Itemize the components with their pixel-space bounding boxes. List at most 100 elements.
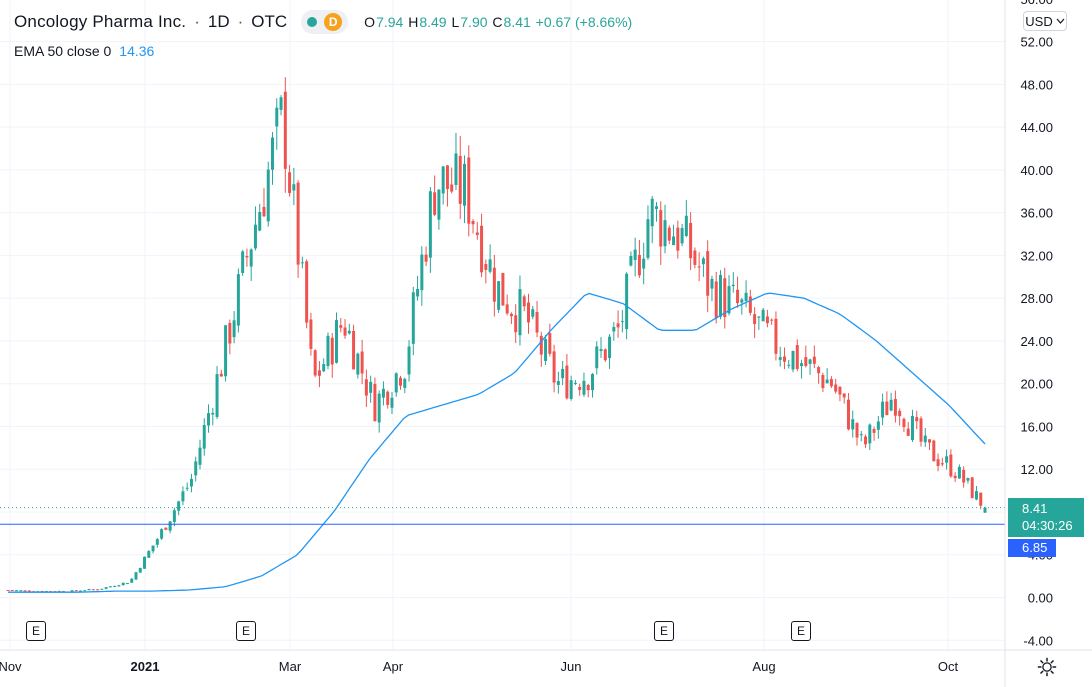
candle-body xyxy=(215,374,219,417)
candle-body xyxy=(113,586,117,588)
candle-body xyxy=(488,259,492,272)
candle-body xyxy=(108,586,112,588)
candle-body xyxy=(475,232,479,235)
candle-body xyxy=(761,309,765,322)
candle-body xyxy=(70,590,74,592)
x-axis[interactable]: Nov 2021 Mar Apr Jun Aug Oct xyxy=(0,659,958,674)
last-price-value: 8.41 xyxy=(1022,501,1048,516)
y-tick-label: 44.00 xyxy=(1020,120,1053,135)
y-tick-label: 48.00 xyxy=(1020,77,1053,92)
close-key: C xyxy=(492,14,503,30)
candle-body xyxy=(817,367,821,374)
settings-icon[interactable] xyxy=(1036,656,1058,678)
x-tick-label: 2021 xyxy=(131,659,160,674)
candle-body xyxy=(57,590,61,592)
interval-label[interactable]: 1D xyxy=(207,12,230,31)
candle-body xyxy=(706,251,710,296)
candle-body xyxy=(625,273,629,330)
candle-body xyxy=(953,475,957,479)
candle-body xyxy=(906,428,910,436)
candle-body xyxy=(966,478,970,481)
low-value: 7.90 xyxy=(460,14,488,30)
symbol-title[interactable]: Oncology Pharma Inc. xyxy=(14,12,187,31)
candle-body xyxy=(590,373,594,391)
indicator-legend[interactable]: EMA 50 close 0 14.36 xyxy=(14,43,154,59)
candle-body xyxy=(949,454,953,477)
candle-body xyxy=(629,256,633,266)
candle-body xyxy=(369,381,373,393)
candle-body xyxy=(902,418,906,428)
market-status-pill[interactable]: D xyxy=(301,10,349,34)
candle-body xyxy=(497,281,501,310)
high-value: 8.49 xyxy=(419,14,447,30)
candle-body xyxy=(723,278,727,318)
candle-body xyxy=(236,274,240,326)
candle-body xyxy=(637,254,641,276)
candle-body xyxy=(300,262,304,264)
candle-body xyxy=(718,274,722,317)
candle-body xyxy=(731,284,735,287)
candle-body xyxy=(548,333,552,354)
candle-body xyxy=(714,281,718,318)
y-tick-label: 36.00 xyxy=(1020,206,1053,221)
candle-body xyxy=(561,368,565,379)
candle-body xyxy=(399,377,403,386)
candle-body xyxy=(147,551,151,558)
open-value: 7.94 xyxy=(376,14,404,30)
dot-icon xyxy=(307,17,318,27)
candle-body xyxy=(292,184,296,191)
separator-dot: · xyxy=(237,12,244,31)
candle-body xyxy=(317,370,321,376)
candle-body xyxy=(936,459,940,467)
candle-body xyxy=(258,211,262,231)
candle-body xyxy=(177,501,181,511)
earnings-marker[interactable]: E xyxy=(26,621,46,641)
y-axis[interactable]: -4.000.004.008.0012.0016.0020.0024.0028.… xyxy=(1020,0,1053,648)
candle-body xyxy=(689,222,693,259)
currency-button[interactable]: USD xyxy=(1023,11,1067,31)
x-tick-label: Jun xyxy=(561,659,582,674)
candle-body xyxy=(262,206,266,217)
y-tick-label: 28.00 xyxy=(1020,291,1053,306)
candle-body xyxy=(663,220,667,247)
last-price-badge: 8.41 04:30:26 xyxy=(1008,498,1084,537)
earnings-marker[interactable]: E xyxy=(654,621,674,641)
candle-body xyxy=(164,527,168,530)
symbol-legend[interactable]: Oncology Pharma Inc. · 1D · OTC D O7.94 … xyxy=(14,10,633,34)
candle-body xyxy=(219,373,223,377)
candle-body xyxy=(514,315,518,333)
candle-body xyxy=(424,254,428,262)
candle-body xyxy=(612,326,616,332)
candle-body xyxy=(881,401,885,418)
candle-body xyxy=(923,435,927,443)
earnings-marker[interactable]: E xyxy=(791,621,811,641)
y-tick-label: 0.00 xyxy=(1028,591,1053,606)
candle-body xyxy=(296,182,300,265)
currency-chevron-icon xyxy=(1056,18,1065,24)
candle-body xyxy=(23,590,27,592)
ohlc-values: O7.94 H8.49 L7.90 C8.41 +0.67 (+8.66%) xyxy=(364,14,633,30)
candle-body xyxy=(343,327,347,336)
candle-body xyxy=(185,487,189,489)
ema-label[interactable]: EMA 50 close 0 xyxy=(14,43,112,59)
candle-body xyxy=(791,350,795,370)
candle-body xyxy=(812,356,816,364)
candle-body xyxy=(616,323,620,328)
candle-body xyxy=(676,227,680,251)
candle-body xyxy=(463,163,467,206)
candle-body xyxy=(765,316,769,324)
y-tick-label: 12.00 xyxy=(1020,462,1053,477)
candle-body xyxy=(492,267,496,302)
candle-body xyxy=(509,313,513,317)
candle-body xyxy=(544,339,548,361)
candle-body xyxy=(838,386,842,395)
candle-body xyxy=(586,384,590,391)
candle-body xyxy=(672,236,676,246)
candle-body xyxy=(155,539,159,545)
separator-dot: · xyxy=(194,12,200,31)
candle-body xyxy=(189,478,193,487)
candle-body xyxy=(974,491,978,500)
earnings-marker[interactable]: E xyxy=(236,621,256,641)
candle-body xyxy=(138,568,142,573)
